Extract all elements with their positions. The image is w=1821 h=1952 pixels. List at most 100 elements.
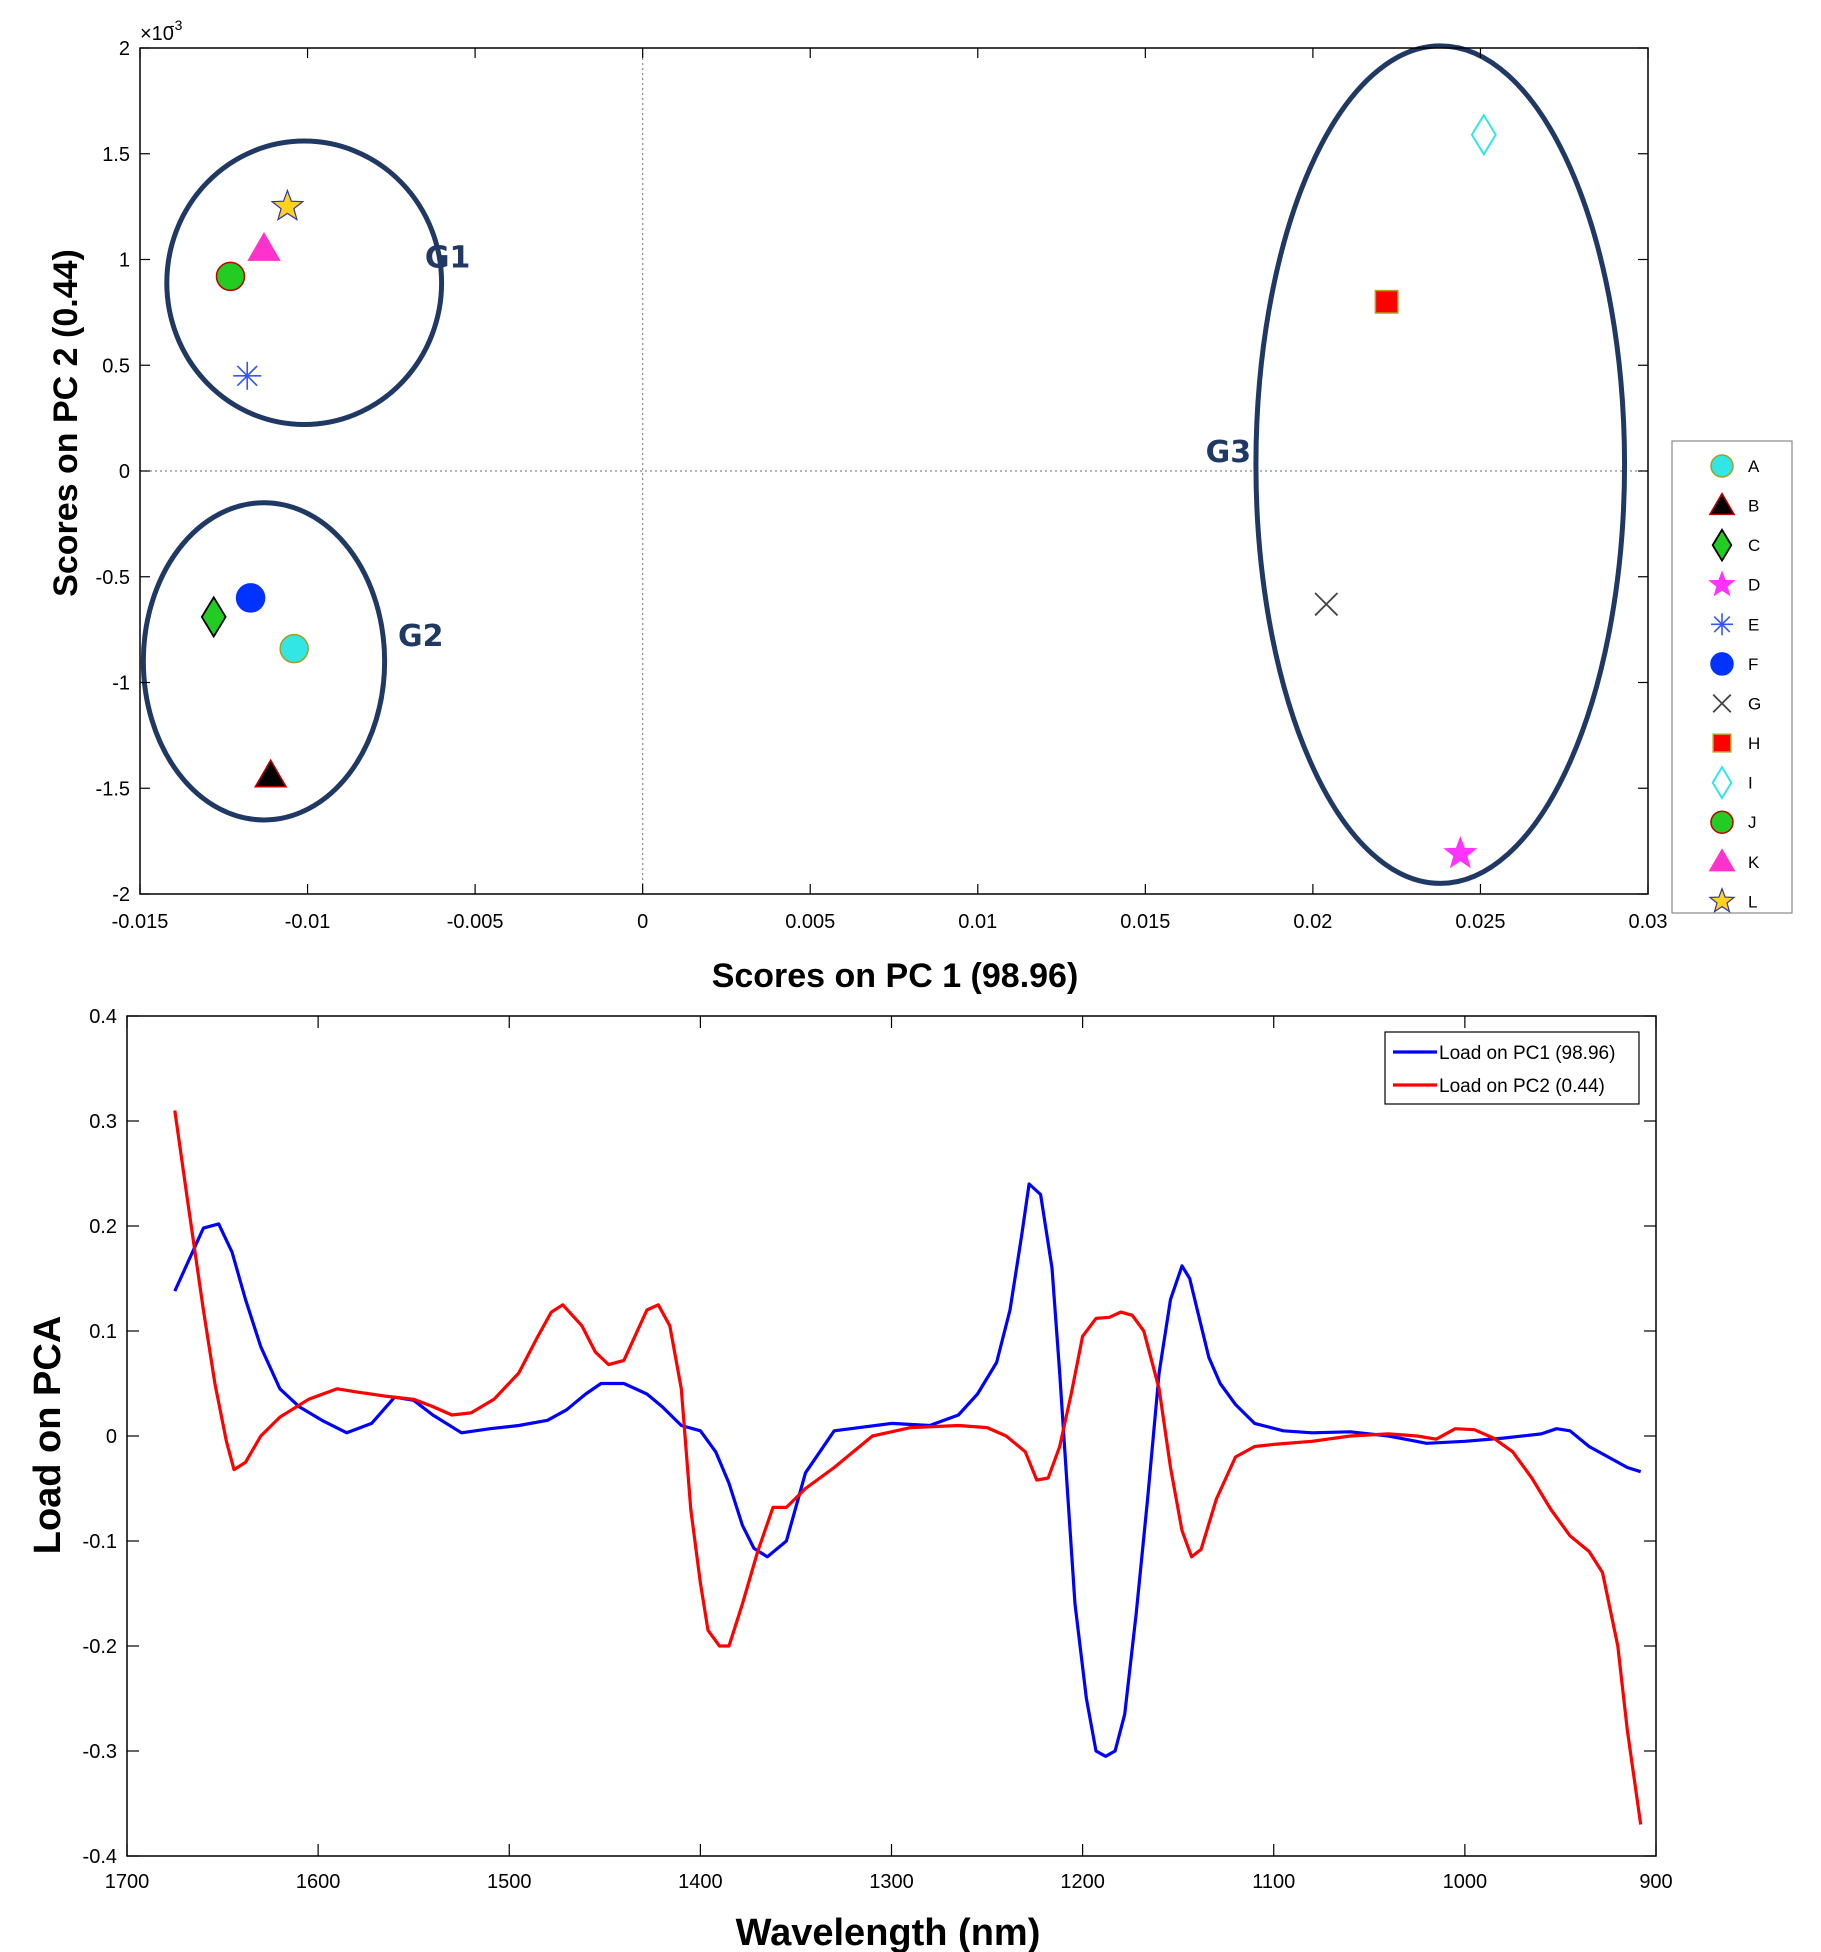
x-tick-label: 1400 xyxy=(678,1871,723,1893)
legend-marker-l xyxy=(1708,886,1736,913)
legend-label-e: E xyxy=(1748,615,1759,634)
legend-label-series-1: Load on PC1 (98.96) xyxy=(1439,1043,1615,1064)
legend-marker-g xyxy=(1712,694,1732,713)
legend-label-series-2: Load on PC2 (0.44) xyxy=(1439,1076,1605,1097)
point-c xyxy=(200,595,227,639)
scatter-legend-box xyxy=(1671,440,1793,914)
legend-label-f: F xyxy=(1748,655,1758,674)
legend-marker-c xyxy=(1711,528,1733,563)
point-l xyxy=(270,188,305,222)
x-tick-label: 1700 xyxy=(105,1871,150,1893)
series-line-1 xyxy=(173,1182,1642,1758)
legend-marker-k xyxy=(1708,848,1736,872)
legend-label-b: B xyxy=(1748,497,1759,516)
y-tick-label: 0.4 xyxy=(89,1006,117,1028)
point-f xyxy=(235,583,266,613)
x-tick-label: 0.025 xyxy=(1455,911,1505,933)
line-legend: Load on PC1 (98.96) Load on PC2 (0.44) xyxy=(1384,1031,1640,1105)
scatter-y-axis-label: Scores on PC 2 (0.44) xyxy=(47,249,85,597)
y-tick-label: -2 xyxy=(112,884,130,906)
x-tick-label: -0.005 xyxy=(447,911,504,933)
score-points xyxy=(200,113,1497,869)
y-tick-label: -0.2 xyxy=(83,1636,117,1658)
legend-marker-e xyxy=(1711,613,1733,636)
group-ellipse-g1 xyxy=(164,138,445,427)
legend-label-l: L xyxy=(1748,892,1757,911)
group-label-g2: G2 xyxy=(398,619,444,654)
point-d xyxy=(1443,835,1478,869)
x-tick-label: 0.01 xyxy=(958,911,997,933)
x-tick-label: 1300 xyxy=(869,1871,914,1893)
line-legend-box xyxy=(1384,1031,1640,1105)
y-tick-label: 0.2 xyxy=(89,1216,117,1238)
x-tick-label: 1100 xyxy=(1252,1871,1295,1893)
scatter-legend: A B C D E F G H I J K L xyxy=(1671,440,1793,914)
group-ellipse-g3 xyxy=(1253,43,1628,886)
legend-marker-i xyxy=(1711,765,1733,800)
x-tick-label: -0.015 xyxy=(112,911,169,933)
legend-label-a: A xyxy=(1748,457,1760,476)
y-exponent-power: -3 xyxy=(170,17,183,33)
x-tick-label: 0.005 xyxy=(785,911,835,933)
x-tick-label: 0.015 xyxy=(1120,911,1170,933)
x-tick-label: 1000 xyxy=(1443,1871,1488,1893)
legend-label-c: C xyxy=(1748,536,1760,555)
legend-label-j: J xyxy=(1748,813,1757,832)
y-tick-label: 0 xyxy=(119,461,130,483)
x-tick-label: -0.01 xyxy=(285,911,331,933)
x-tick-label: 0.02 xyxy=(1293,911,1332,933)
y-tick-label: 0.3 xyxy=(89,1111,117,1133)
y-tick-label: -0.5 xyxy=(96,567,130,589)
y-tick-label: -1.5 xyxy=(96,778,130,800)
point-k xyxy=(247,232,281,261)
group-ellipse-g2 xyxy=(140,500,388,823)
loadings-line-plot: 1700 1600 1500 1400 1300 1200 1100 1000 900 0.40… xyxy=(27,1006,1673,1952)
point-b xyxy=(253,758,288,788)
x-tick-label: 0 xyxy=(637,911,648,933)
legend-marker-f xyxy=(1710,652,1734,676)
y-tick-label: 1.5 xyxy=(102,144,130,166)
y-tick-label: 0.5 xyxy=(102,355,130,377)
line-x-ticks: 1700 1600 1500 1400 1300 1200 1100 1000 900 xyxy=(105,1016,1673,1893)
x-tick-label: 1600 xyxy=(296,1871,341,1893)
group-ellipses: G1 G2 G3 xyxy=(140,43,1628,886)
legend-label-g: G xyxy=(1748,694,1761,713)
scatter-x-axis-label: Scores on PC 1 (98.96) xyxy=(712,957,1079,995)
y-tick-label: -0.1 xyxy=(83,1531,117,1553)
y-tick-label: 0 xyxy=(106,1426,117,1448)
line-y-ticks: 0.4 0.3 0.2 0.1 0 -0.1 -0.2 -0.3 -0.4 xyxy=(83,1006,1656,1868)
x-tick-label: 1500 xyxy=(487,1871,532,1893)
legend-label-i: I xyxy=(1748,774,1753,793)
legend-marker-a xyxy=(1710,454,1734,478)
legend-label-k: K xyxy=(1748,853,1760,872)
point-j xyxy=(215,261,246,292)
line-x-axis-label: Wavelength (nm) xyxy=(736,1912,1041,1952)
legend-label-d: D xyxy=(1748,576,1760,595)
y-tick-label: -0.3 xyxy=(83,1741,117,1763)
legend-marker-d xyxy=(1708,570,1736,597)
group-label-g3: G3 xyxy=(1206,435,1252,470)
y-tick-label: -1 xyxy=(112,673,130,695)
x-tick-label: 1200 xyxy=(1060,1871,1105,1893)
series-line-2 xyxy=(173,1110,1643,1825)
scatter-y-ticks: 2 1.5 1 0.5 0 -0.5 -1 -1.5 -2 xyxy=(96,38,1648,906)
legend-marker-b xyxy=(1708,491,1736,516)
point-g xyxy=(1314,592,1339,617)
zero-reference-lines xyxy=(140,48,1648,894)
y-tick-label: -0.4 xyxy=(83,1846,117,1868)
point-h xyxy=(1374,289,1399,314)
legend-marker-j xyxy=(1710,810,1734,834)
y-exponent-label: ×10 -3 xyxy=(140,17,183,45)
scatter-x-ticks: -0.015 -0.01 -0.005 0 0.005 0.01 0.015 0.02 0.02… xyxy=(112,48,1668,933)
y-tick-label: 0.1 xyxy=(89,1321,117,1343)
legend-label-h: H xyxy=(1748,734,1760,753)
line-y-axis-label: Load on PCA xyxy=(27,1316,69,1555)
y-tick-label: 2 xyxy=(119,38,130,60)
point-i xyxy=(1470,113,1497,157)
x-tick-label: 900 xyxy=(1639,1871,1672,1893)
loading-lines xyxy=(173,1110,1643,1825)
x-tick-label: 0.03 xyxy=(1629,911,1668,933)
point-a xyxy=(279,633,309,664)
